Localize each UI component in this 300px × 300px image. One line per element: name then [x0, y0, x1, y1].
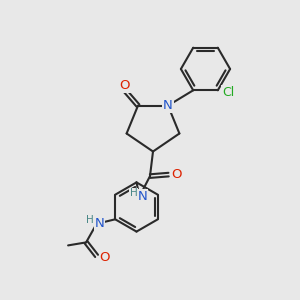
Text: H: H — [86, 215, 94, 225]
Text: O: O — [100, 251, 110, 264]
Text: O: O — [119, 79, 130, 92]
Text: N: N — [163, 99, 173, 112]
Text: H: H — [130, 188, 137, 199]
Text: Cl: Cl — [222, 86, 234, 99]
Text: N: N — [95, 217, 104, 230]
Text: O: O — [172, 168, 182, 181]
Text: N: N — [138, 190, 147, 203]
